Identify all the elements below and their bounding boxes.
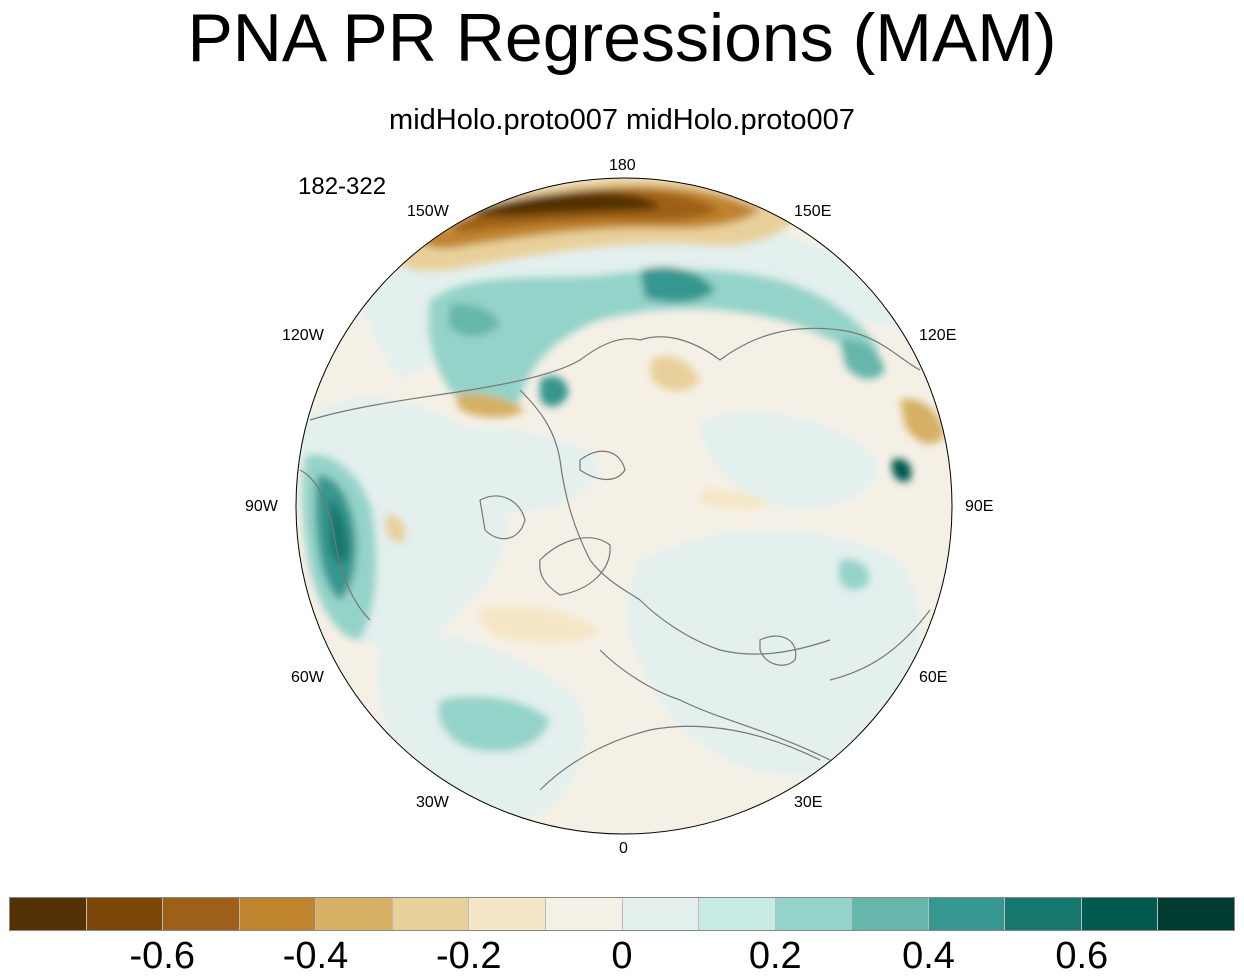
lon-label-30w: 30W xyxy=(416,794,449,811)
lon-label-30e: 30E xyxy=(794,794,823,811)
colorbar-box xyxy=(1005,898,1082,930)
lon-label-60e: 60E xyxy=(919,669,948,686)
colorbar-box xyxy=(10,898,87,930)
colorbar-tick-label: 0.4 xyxy=(902,935,955,977)
colorbar-box xyxy=(86,898,164,930)
colorbar-box xyxy=(163,898,240,930)
precip-regression-field xyxy=(296,178,952,834)
map-boundary xyxy=(295,177,953,835)
colorbar-box xyxy=(392,898,470,930)
colorbar-box xyxy=(239,898,317,930)
colorbar-box xyxy=(545,898,623,930)
lon-label-60w: 60W xyxy=(291,669,324,686)
plot-subtitle: midHolo.proto007 midHolo.proto007 xyxy=(389,104,855,136)
coastlines xyxy=(299,327,931,791)
lon-label-150e: 150E xyxy=(794,203,832,220)
lon-label-90w: 90W xyxy=(245,498,278,515)
colorbar-tick-label: 0.2 xyxy=(748,935,802,977)
colorbar-box xyxy=(622,898,700,930)
colorbar-tick-label: -0.4 xyxy=(282,935,349,977)
colorbar xyxy=(9,897,1235,931)
colorbar-tick-label: -0.2 xyxy=(436,935,502,977)
colorbar-box xyxy=(469,898,546,930)
lon-label-0: 0 xyxy=(619,840,628,857)
colorbar-box xyxy=(316,898,393,930)
colorbar-box xyxy=(852,898,929,930)
colorbar-box xyxy=(1081,898,1159,930)
colorbar-box xyxy=(1158,898,1234,930)
lon-label-90e: 90E xyxy=(965,498,994,515)
lon-label-180: 180 xyxy=(609,157,636,174)
plot-title: PNA PR Regressions (MAM) xyxy=(187,0,1057,76)
colorbar-box xyxy=(928,898,1006,930)
colorbar-tick-label: 0 xyxy=(611,935,633,977)
colorbar-box xyxy=(699,898,776,930)
years-label: 182-322 xyxy=(298,173,387,200)
colorbar-box xyxy=(775,898,853,930)
polar-stereographic-map xyxy=(295,177,953,835)
lon-label-150w: 150W xyxy=(407,203,449,220)
lon-label-120w: 120W xyxy=(282,327,324,344)
colorbar-tick-label: 0.6 xyxy=(1055,935,1109,977)
lon-label-120e: 120E xyxy=(919,327,957,344)
colorbar-tick-label: -0.6 xyxy=(129,935,195,977)
